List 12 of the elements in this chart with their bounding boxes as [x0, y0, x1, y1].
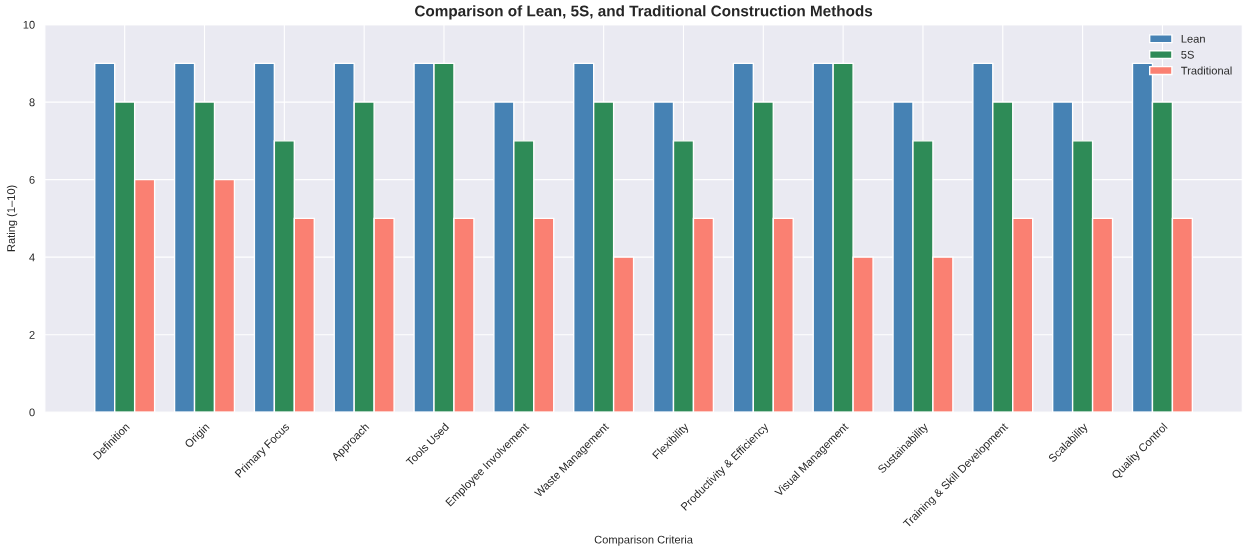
legend-label: 5S	[1181, 50, 1194, 59]
y-tick-label: 2	[29, 330, 35, 339]
y-tick-label: 6	[29, 175, 35, 184]
legend-label: Traditional	[1181, 66, 1232, 75]
y-tick-label: 0	[29, 408, 35, 417]
y-axis-title: Rating (1–10)	[6, 185, 18, 252]
y-tick-label: 10	[23, 20, 35, 29]
chart-title: Comparison of Lean, 5S, and Traditional Construction Methods	[415, 5, 873, 20]
y-tick-label: 8	[29, 98, 35, 107]
legend-label: Lean	[1181, 34, 1205, 43]
y-tick-label: 4	[29, 253, 35, 262]
x-axis-title: Comparison Criteria	[594, 535, 693, 546]
